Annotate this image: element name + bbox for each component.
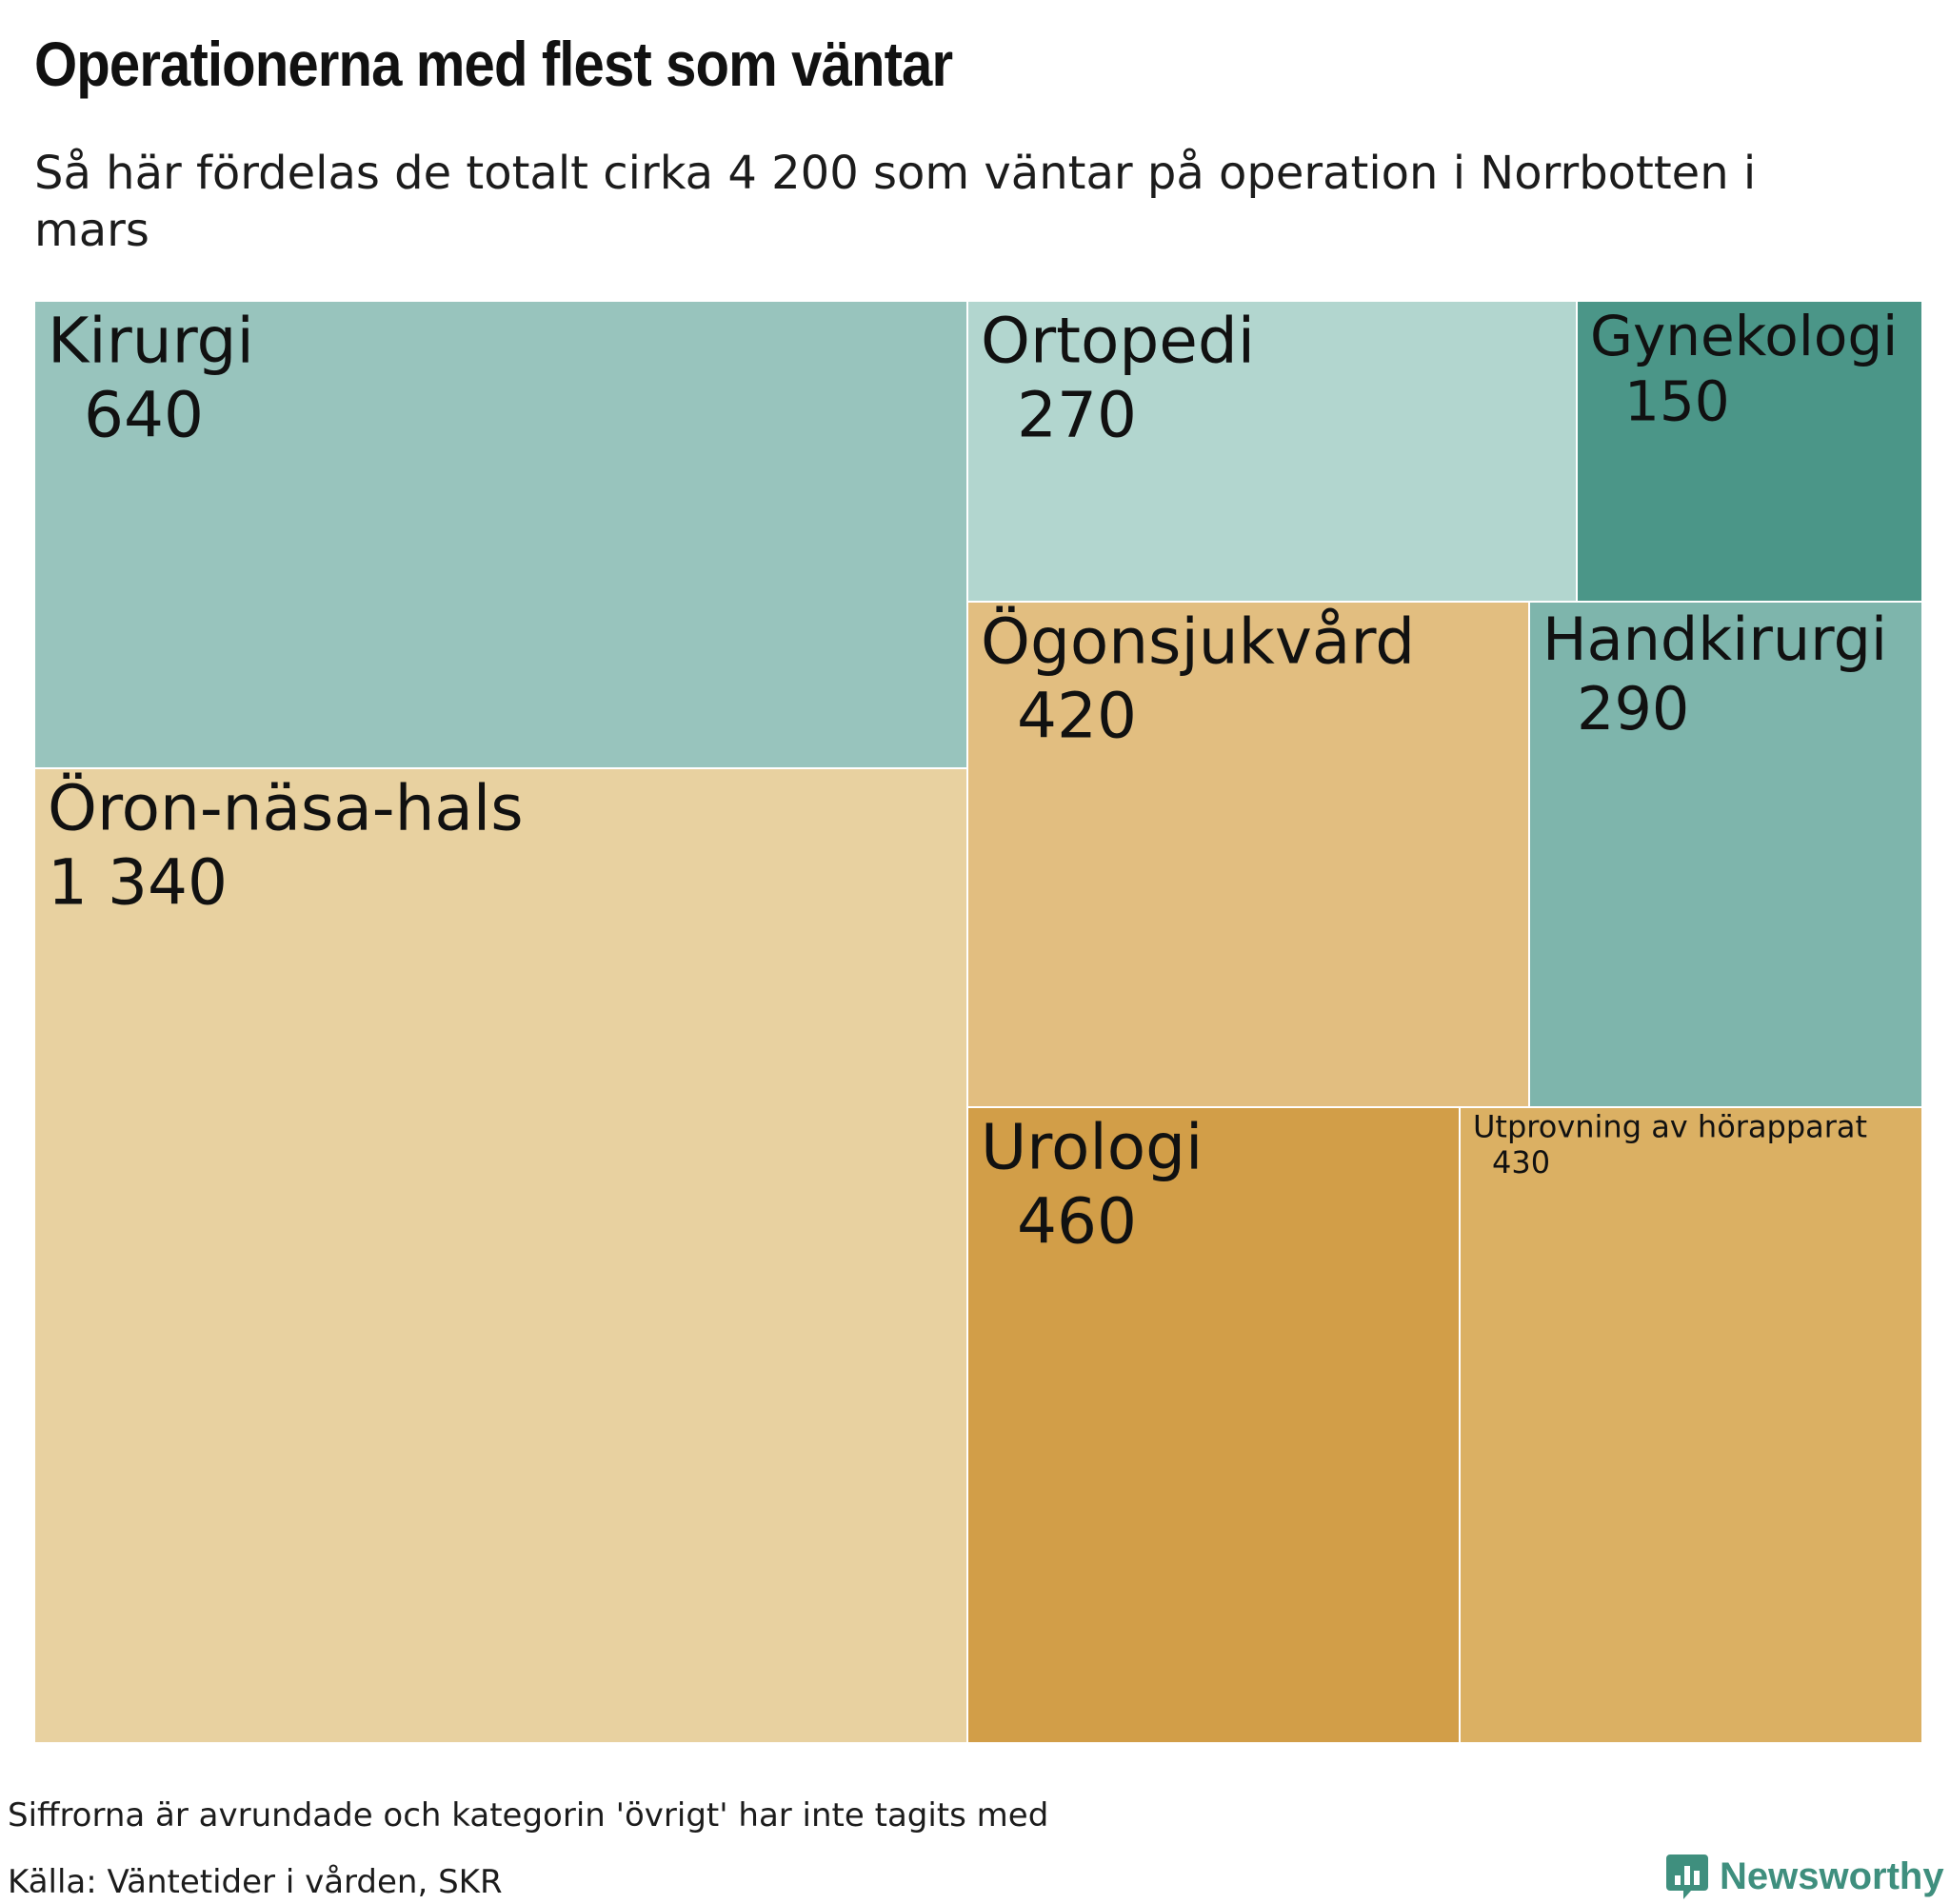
chart-title: Operationerna med flest som väntar — [34, 29, 953, 99]
treemap-value-ortopedi: 270 — [1017, 379, 1137, 452]
treemap-value-ogonsjukvard: 420 — [1017, 680, 1137, 753]
treemap-value-urologi: 460 — [1017, 1185, 1137, 1259]
treemap-label-handkirurgi: Handkirurgi — [1542, 605, 1887, 674]
newsworthy-logo-icon — [1666, 1854, 1708, 1899]
treemap-label-ortopedi: Ortopedi — [981, 305, 1255, 378]
treemap-value-gynekologi: 150 — [1624, 368, 1730, 433]
newsworthy-logo: Newsworthy — [1666, 1853, 1944, 1900]
treemap-label-gynekologi: Gynekologi — [1590, 304, 1898, 368]
treemap-label-utprovning-av-horapparat: Utprovning av hörapparat — [1473, 1108, 1867, 1144]
treemap-tile-oron-nasa-hals — [33, 767, 968, 1744]
treemap-value-utprovning-av-horapparat: 430 — [1492, 1144, 1550, 1180]
treemap-label-urologi: Urologi — [981, 1111, 1203, 1184]
treemap-value-handkirurgi: 290 — [1577, 674, 1689, 744]
treemap-tile-ogonsjukvard — [966, 601, 1530, 1108]
treemap-label-kirurgi: Kirurgi — [48, 305, 254, 378]
treemap-value-oron-nasa-hals: 1 340 — [48, 846, 228, 920]
treemap-tile-utprovning-av-horapparat — [1459, 1106, 1923, 1744]
treemap-tile-urologi — [966, 1106, 1461, 1744]
source-note: Källa: Väntetider i vården, SKR — [8, 1863, 503, 1901]
treemap-tile-handkirurgi — [1528, 601, 1923, 1108]
chart-subtitle: Så här fördelas de totalt cirka 4 200 so… — [34, 147, 1757, 257]
treemap-value-kirurgi: 640 — [84, 379, 204, 452]
footnote: Siffrorna är avrundade och kategorin 'öv… — [8, 1796, 1049, 1835]
treemap-label-ogonsjukvard: Ögonsjukvård — [981, 605, 1415, 679]
brand-name: Newsworthy — [1720, 1854, 1944, 1897]
treemap-label-oron-nasa-hals: Öron-näsa-hals — [48, 772, 524, 845]
